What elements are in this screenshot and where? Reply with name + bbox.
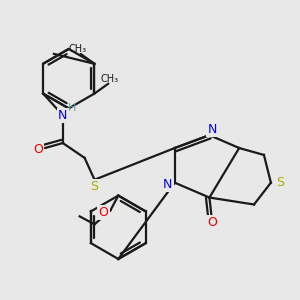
Text: N: N <box>163 178 172 191</box>
Text: H: H <box>68 103 76 113</box>
Text: CH₃: CH₃ <box>100 74 118 84</box>
Text: O: O <box>98 206 108 219</box>
Text: N: N <box>208 123 217 136</box>
Text: N: N <box>58 109 68 122</box>
Text: CH₃: CH₃ <box>69 44 87 54</box>
Text: S: S <box>91 180 98 193</box>
Text: S: S <box>276 176 284 189</box>
Text: O: O <box>208 216 218 229</box>
Text: O: O <box>33 142 43 155</box>
